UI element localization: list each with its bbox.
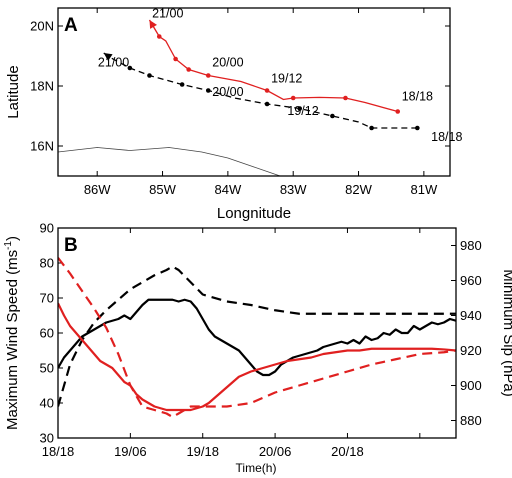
panel-b-black-solid-wind-line bbox=[58, 298, 456, 377]
panel-a-coastline bbox=[58, 147, 281, 176]
panel-a-x-tick-label: 85W bbox=[149, 182, 176, 197]
panel-b-left-y-tick-label: 70 bbox=[40, 291, 54, 306]
panel-a-red-solid-track-marker bbox=[156, 34, 162, 39]
panel-b-right-y-tick-label: 900 bbox=[460, 378, 482, 393]
panel-a-black-dashed-track-marker bbox=[147, 73, 152, 78]
panel-a-time-annotation: 21/00 bbox=[152, 6, 183, 20]
panel-a-black-dashed-track-marker bbox=[127, 65, 133, 71]
panel-b-left-axis-label-main: Maximum Wind Speed (ms bbox=[4, 250, 21, 430]
panel-b-red-solid-wind-line bbox=[58, 302, 456, 412]
panel-a-y-tick-label: 20N bbox=[30, 19, 54, 34]
panel-a-time-annotation: 21/00 bbox=[98, 56, 129, 70]
panel-b-left-y-tick-label: 50 bbox=[40, 361, 54, 376]
panel-a-black-dashed-track-marker bbox=[330, 113, 335, 119]
panel-a-time-annotation: 20/00 bbox=[212, 85, 243, 99]
panel-b-right-y-tick-label: 920 bbox=[460, 343, 482, 358]
panel-a-track-map: 21/00 21/00 20/00 20/00 19/12 19/12 18/18 18/18… bbox=[5, 6, 462, 222]
panel-a-time-annotation: 19/12 bbox=[271, 72, 302, 86]
panel-b-right-y-tick-label: 980 bbox=[460, 238, 482, 253]
panel-a-x-tick-label: 81W bbox=[410, 182, 437, 197]
panel-a-black-dashed-track bbox=[103, 52, 418, 129]
panel-b-right-axis-label: Minimum Slp (hPa) bbox=[500, 269, 512, 397]
panel-a-x-tick-label: 84W bbox=[214, 182, 241, 197]
panel-b-left-axis-label: Maximum Wind Speed (ms-1) bbox=[3, 236, 21, 430]
panel-b-label: B bbox=[64, 235, 78, 256]
panel-a-x-tick-label: 83W bbox=[280, 182, 307, 197]
panel-a-time-annotation: 18/18 bbox=[402, 90, 433, 104]
panel-b-left-y-tick-label: 90 bbox=[40, 221, 54, 236]
panel-a-black-dashed-track-marker bbox=[264, 101, 270, 107]
panel-b-black-dashed-slp-line bbox=[58, 265, 456, 407]
panel-b-frame bbox=[57, 227, 457, 439]
panel-b-left-axis-label-end: ) bbox=[4, 236, 21, 241]
panel-a-red-solid-track-marker bbox=[343, 95, 348, 101]
panel-a-black-dashed-track-marker bbox=[415, 125, 420, 131]
panel-a-black-dashed-track-marker bbox=[297, 106, 303, 111]
panel-b-intensity: B 18/18 19/06 19/18 20/06 20/18 30 40 50 60 70 80… bbox=[3, 221, 512, 476]
panel-b-right-y-tick-label: 960 bbox=[460, 273, 482, 288]
panel-b-left-y-tick-label: 60 bbox=[40, 326, 54, 341]
panel-a-red-solid-track-marker bbox=[264, 88, 270, 93]
panel-b-x-axis-label: Time(h) bbox=[236, 461, 277, 475]
panel-a-black-dashed-track-marker bbox=[369, 125, 374, 131]
panel-b-red-dashed-slp-line bbox=[58, 257, 456, 419]
panel-b-x-tick-label: 20/18 bbox=[331, 444, 364, 459]
panel-a-y-tick-label: 16N bbox=[30, 139, 54, 154]
panel-a-time-annotation: 20/00 bbox=[212, 56, 243, 70]
panel-a-y-tick-label: 18N bbox=[30, 79, 54, 94]
panel-a-x-axis-label: Longnitude bbox=[217, 205, 291, 222]
panel-a-frame bbox=[57, 7, 451, 177]
panel-a-label: A bbox=[64, 15, 78, 36]
panel-a-x-tick-label: 82W bbox=[345, 182, 372, 197]
panel-b-right-y-tick-label: 880 bbox=[460, 413, 482, 428]
panel-b-left-y-tick-label: 80 bbox=[40, 256, 54, 271]
panel-a-time-annotation: 19/12 bbox=[287, 104, 318, 118]
panel-a-red-solid-track-marker bbox=[290, 95, 296, 101]
panel-a-red-solid-track bbox=[148, 19, 398, 113]
panel-b-x-tick-label: 20/06 bbox=[259, 444, 292, 459]
panel-a-x-tick-label: 86W bbox=[84, 182, 111, 197]
panel-b-x-tick-label: 19/06 bbox=[114, 444, 147, 459]
panel-a-black-dashed-track-arrowhead bbox=[103, 53, 113, 61]
panel-b-x-tick-label: 19/18 bbox=[186, 444, 219, 459]
panel-b-x-tick-label: 18/18 bbox=[42, 444, 75, 459]
panel-b-left-y-tick-label: 30 bbox=[40, 431, 54, 446]
panel-a-black-dashed-track-marker bbox=[205, 88, 211, 93]
panel-a-red-solid-track-marker bbox=[173, 56, 178, 62]
panel-a-time-annotation: 18/18 bbox=[431, 130, 462, 144]
panel-a-black-dashed-track-marker bbox=[179, 82, 185, 87]
panel-a-red-solid-track-marker bbox=[186, 67, 191, 72]
panel-a-red-solid-track-marker bbox=[205, 73, 211, 78]
panel-b-left-y-tick-label: 40 bbox=[40, 396, 54, 411]
panel-a-y-axis-label: Latitude bbox=[5, 65, 22, 118]
panel-b-right-y-tick-label: 940 bbox=[460, 308, 482, 323]
panel-a-red-solid-track-marker bbox=[395, 109, 401, 114]
panel-b-left-axis-label-sup: -1 bbox=[3, 241, 14, 250]
panel-a-red-solid-track-arrowhead bbox=[149, 20, 157, 29]
